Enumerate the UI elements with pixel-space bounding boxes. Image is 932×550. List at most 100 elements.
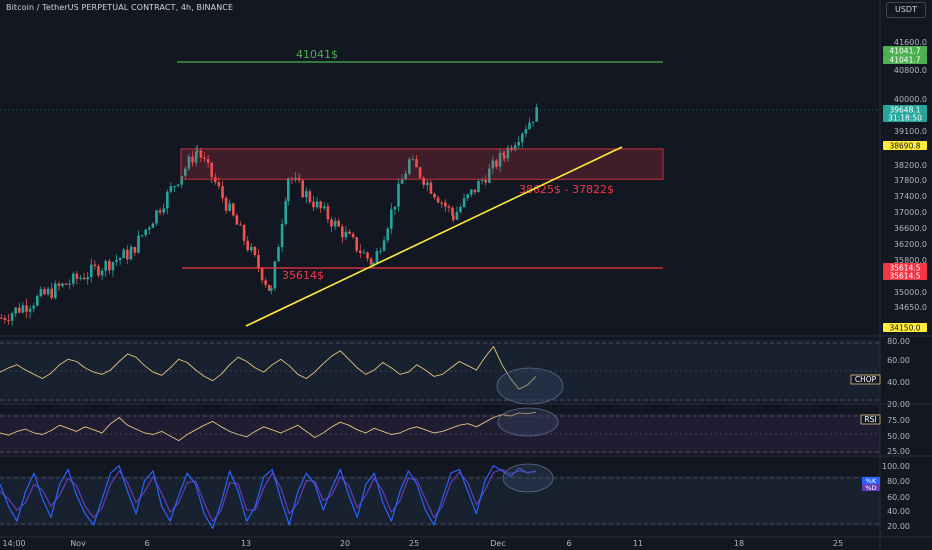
rsi-axis-tick: 25.00 — [887, 447, 910, 456]
price-axis-tick: 37400.0 — [894, 192, 927, 201]
time-axis-tick: 6 — [144, 539, 149, 548]
candle-body — [517, 141, 520, 146]
candle-body — [39, 289, 43, 296]
stoch-axis-tick: 80.00 — [887, 477, 910, 486]
candle-body — [232, 203, 235, 216]
price-tag-label: 38690.8 — [889, 142, 920, 151]
candle-body — [0, 317, 3, 319]
time-axis-tick: 25 — [833, 539, 843, 548]
candle-body — [524, 129, 528, 134]
candle-body — [484, 179, 487, 183]
candle-body — [418, 167, 422, 178]
price-tag-label: 34150.0 — [889, 324, 920, 333]
candle-body — [341, 226, 344, 238]
candle-body — [488, 168, 491, 183]
candle-body — [268, 284, 271, 291]
candle-body — [495, 160, 498, 167]
price-tag-label: 31:18:50 — [888, 114, 922, 123]
resistance-zone — [180, 148, 664, 180]
stoch-highlight — [502, 463, 554, 493]
candle-body — [319, 201, 322, 209]
candle-body — [18, 307, 21, 313]
candle-body — [284, 200, 287, 224]
stoch-axis-tick: 100.00 — [882, 462, 910, 471]
candle-body — [366, 252, 369, 259]
stoch-d-tag — [862, 484, 880, 491]
candle-body — [444, 202, 447, 207]
candle-body — [90, 264, 93, 277]
candle-body — [273, 261, 277, 289]
price-axis-tick: 35800.0 — [894, 256, 927, 265]
rsi-axis-tick: 50.00 — [887, 432, 910, 441]
candle-body — [140, 235, 144, 237]
candle-body — [270, 288, 273, 291]
chop-axis-tick: 60.00 — [887, 356, 910, 365]
chop-highlight — [496, 367, 564, 405]
candle-body — [480, 179, 484, 181]
candle-body — [203, 157, 206, 159]
candle-body — [176, 184, 180, 187]
candle-body — [130, 246, 133, 250]
candle-body — [82, 277, 86, 280]
candle-body — [470, 189, 473, 195]
price-axis-tick: 38200.0 — [894, 161, 927, 170]
candle-body — [54, 283, 57, 298]
price-tag — [883, 323, 927, 332]
candle-body — [404, 173, 407, 180]
candle-body — [411, 159, 415, 161]
time-axis-tick: 13 — [241, 539, 251, 548]
candle-body — [50, 288, 53, 298]
candle-body — [369, 258, 373, 265]
price-tag-label: 35614.5 — [889, 264, 920, 273]
price-axis-tick: 34650.0 — [894, 303, 927, 312]
price-tag — [883, 263, 927, 272]
candle-body — [72, 273, 75, 284]
candle-body — [287, 178, 290, 201]
candle-body — [333, 220, 337, 227]
candle-body — [155, 210, 158, 224]
price-tag-label: 39648.1 — [889, 106, 920, 115]
time-axis-tick: 11 — [633, 539, 643, 548]
chop-axis-tick: 80.00 — [887, 337, 910, 346]
candle-body — [122, 249, 125, 258]
candle-body — [400, 179, 404, 184]
price-tag — [883, 113, 927, 122]
candle-body — [521, 133, 524, 142]
candle-body — [28, 308, 32, 312]
candle-body — [173, 186, 176, 188]
candle-body — [166, 191, 169, 209]
candle-body — [375, 251, 379, 263]
candle-body — [75, 273, 79, 279]
candle-body — [104, 260, 107, 271]
candle-body — [491, 160, 495, 169]
candle-body — [108, 260, 111, 271]
candle-body — [535, 107, 538, 122]
price-tag-label: 35614.5 — [889, 272, 920, 281]
price-tag — [883, 141, 927, 150]
candle-body — [355, 237, 358, 251]
candle-body — [221, 186, 224, 198]
currency-button[interactable]: USDT — [886, 2, 926, 18]
price-tag-label: 41041.7 — [889, 47, 920, 56]
candle-body — [305, 191, 308, 198]
candle-body — [214, 177, 217, 183]
chop-tag — [850, 374, 881, 385]
candle-body — [10, 313, 14, 321]
candle-body — [452, 215, 455, 220]
candle-body — [228, 203, 231, 211]
rsi-axis-tick: 75.00 — [887, 416, 910, 425]
stoch-d-tag-label: %D — [865, 484, 876, 492]
candle-body — [118, 257, 122, 260]
candle-body — [68, 283, 71, 285]
candle-body — [194, 151, 198, 163]
candle-body — [462, 198, 466, 208]
candle-body — [498, 152, 502, 167]
candle-body — [308, 191, 312, 202]
candle-body — [372, 262, 375, 265]
candle-body — [100, 270, 104, 276]
candle-body — [415, 159, 418, 168]
chop-axis-tick: 40.00 — [887, 378, 910, 387]
stoch-k-line — [0, 465, 537, 530]
candle-body — [315, 201, 319, 208]
